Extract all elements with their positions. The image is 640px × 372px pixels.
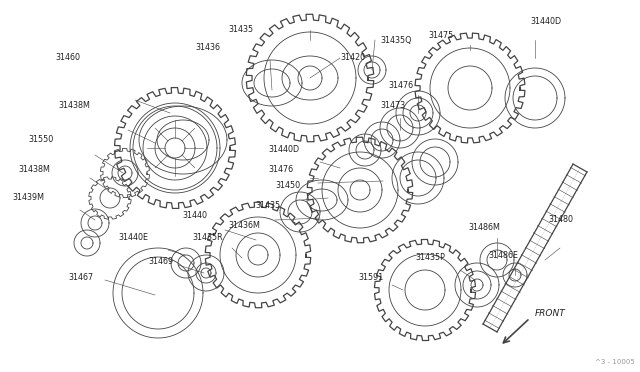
Text: 31440D: 31440D xyxy=(268,145,299,154)
Text: 31435: 31435 xyxy=(255,201,280,209)
Text: 31435Q: 31435Q xyxy=(380,35,412,45)
Text: 31591: 31591 xyxy=(358,273,383,282)
Text: 31438M: 31438M xyxy=(58,100,90,109)
Text: 31486E: 31486E xyxy=(488,250,518,260)
Text: 31476: 31476 xyxy=(268,166,293,174)
Text: 31450: 31450 xyxy=(275,180,300,189)
Text: 31480: 31480 xyxy=(548,215,573,224)
Text: 31473: 31473 xyxy=(380,100,405,109)
Text: 31436M: 31436M xyxy=(228,221,260,230)
Text: 31476: 31476 xyxy=(388,80,413,90)
Text: 31467: 31467 xyxy=(68,273,93,282)
Text: 31440E: 31440E xyxy=(118,234,148,243)
Text: 31438M: 31438M xyxy=(18,166,50,174)
Text: FRONT: FRONT xyxy=(535,308,566,317)
Text: ^3 - 10005: ^3 - 10005 xyxy=(595,359,635,365)
Text: 31435: 31435 xyxy=(228,26,253,35)
Text: 31435R: 31435R xyxy=(192,234,223,243)
Text: 31460: 31460 xyxy=(55,54,80,62)
Text: 31486M: 31486M xyxy=(468,224,500,232)
Text: 31475: 31475 xyxy=(428,31,453,39)
Text: 31420: 31420 xyxy=(340,54,365,62)
Text: 31440D: 31440D xyxy=(530,17,561,26)
Text: 31439M: 31439M xyxy=(12,193,44,202)
Text: 31469: 31469 xyxy=(148,257,173,266)
Text: 31440: 31440 xyxy=(182,211,207,219)
Text: 31436: 31436 xyxy=(195,44,220,52)
Text: 31550: 31550 xyxy=(28,135,53,144)
Text: 31435P: 31435P xyxy=(415,253,445,263)
